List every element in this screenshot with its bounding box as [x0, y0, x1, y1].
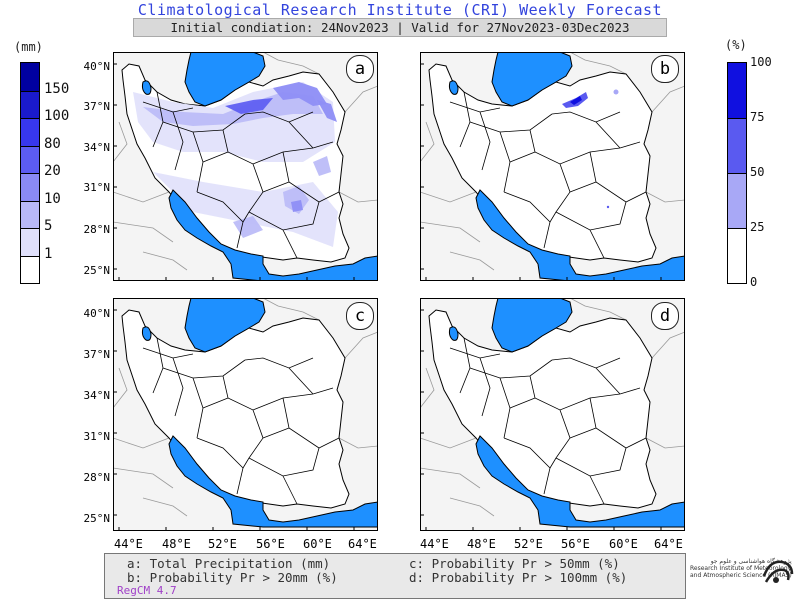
- lon-label-right-52: 52°E: [514, 537, 543, 551]
- lon-label-left-52: 52°E: [208, 537, 237, 551]
- lat-label-bottom-28: 28°N: [83, 471, 111, 484]
- colorbar-swatch: [728, 63, 746, 118]
- lon-label-right-48: 48°E: [467, 537, 496, 551]
- forecast-period-bar: Initial condiation: 24Nov2023 | Valid fo…: [133, 18, 667, 37]
- lat-label-bottom-31: 31°N: [83, 430, 111, 443]
- lat-label-top-28: 28°N: [83, 223, 111, 236]
- colorbar-tick-label: 80: [44, 135, 61, 152]
- page-title: Climatological Research Institute (CRI) …: [137, 1, 663, 19]
- lon-label-left-60: 60°E: [303, 537, 332, 551]
- lat-label-bottom-34: 34°N: [83, 389, 111, 402]
- colorbar-swatch: [21, 173, 39, 201]
- logo-text-en2: and Atmospheric Science (RIMAS): [690, 572, 792, 579]
- lat-label-bottom-40: 40°N: [83, 307, 111, 320]
- right-colorbar-unit: (%): [725, 38, 747, 52]
- lon-label-right-44: 44°E: [420, 537, 449, 551]
- colorbar-tick-label: 5: [44, 218, 53, 234]
- lat-label-top-31: 31°N: [83, 181, 111, 194]
- lat-label-top-37: 37°N: [83, 100, 111, 113]
- legend-item-a: a: Total Precipitation (mm): [127, 556, 331, 571]
- lon-label-right-56: 56°E: [561, 537, 590, 551]
- colorbar-swatch: [728, 118, 746, 173]
- colorbar-swatch: [728, 173, 746, 228]
- map-panel-c: [113, 298, 378, 531]
- model-version: RegCM 4.7: [117, 584, 177, 597]
- lon-label-right-60: 60°E: [609, 537, 638, 551]
- legend-item-c: c: Probability Pr > 50mm (%): [409, 556, 620, 571]
- panel-label-d: d: [651, 302, 679, 330]
- colorbar-tick-label: 150: [44, 80, 70, 97]
- panel-label-c: c: [346, 302, 374, 330]
- panel-label-a: a: [346, 55, 374, 83]
- left-colorbar-unit: (mm): [14, 40, 43, 54]
- lat-label-bottom-25: 25°N: [83, 512, 111, 525]
- lat-label-bottom-37: 37°N: [83, 348, 111, 361]
- lon-label-left-44: 44°E: [114, 537, 143, 551]
- colorbar-swatch: [21, 118, 39, 146]
- map-panel-a: [113, 52, 378, 281]
- lat-label-top-25: 25°N: [83, 264, 111, 277]
- legend-item-b: b: Probability Pr > 20mm (%): [127, 570, 338, 585]
- right-colorbar: [727, 62, 747, 284]
- lat-label-top-40: 40°N: [83, 60, 111, 73]
- panel-label-b: b: [651, 55, 679, 83]
- colorbar-tick-label: 10: [44, 190, 61, 207]
- colorbar-swatch: [21, 63, 39, 91]
- logo-text-en1: Research Institute of Meteorology: [690, 565, 792, 572]
- lon-label-right-64: 64°E: [654, 537, 683, 551]
- lat-label-top-34: 34°N: [83, 141, 111, 154]
- logo-emblem-icon: [762, 560, 794, 583]
- colorbar-tick-label: 75: [750, 110, 765, 124]
- left-colorbar: [20, 62, 40, 284]
- colorbar-tick-label: 100: [750, 55, 772, 69]
- colorbar-swatch: [21, 228, 39, 256]
- institute-logo: پژوهشگاه هواشناسی و علوم جو Research Ins…: [690, 556, 796, 592]
- colorbar-swatch: [21, 200, 39, 228]
- colorbar-swatch: [21, 255, 39, 283]
- lon-label-left-48: 48°E: [162, 537, 191, 551]
- colorbar-tick-label: 50: [750, 165, 765, 179]
- lon-label-left-64: 64°E: [348, 537, 377, 551]
- map-panel-b: [420, 52, 685, 281]
- colorbar-tick-label: 0: [750, 275, 758, 289]
- colorbar-swatch: [21, 145, 39, 173]
- colorbar-tick-label: 1: [44, 245, 53, 262]
- map-panel-d: [420, 298, 685, 531]
- legend-box: a: Total Precipitation (mm) b: Probabili…: [104, 553, 686, 599]
- colorbar-tick-label: 100: [44, 108, 70, 124]
- legend-item-d: d: Probability Pr > 100mm (%): [409, 570, 628, 585]
- colorbar-tick-label: 25: [750, 220, 765, 234]
- colorbar-swatch: [728, 228, 746, 283]
- colorbar-swatch: [21, 90, 39, 118]
- logo-text-fa: پژوهشگاه هواشناسی و علوم جو: [710, 558, 792, 565]
- colorbar-tick-label: 20: [44, 163, 61, 179]
- lon-label-left-56: 56°E: [256, 537, 285, 551]
